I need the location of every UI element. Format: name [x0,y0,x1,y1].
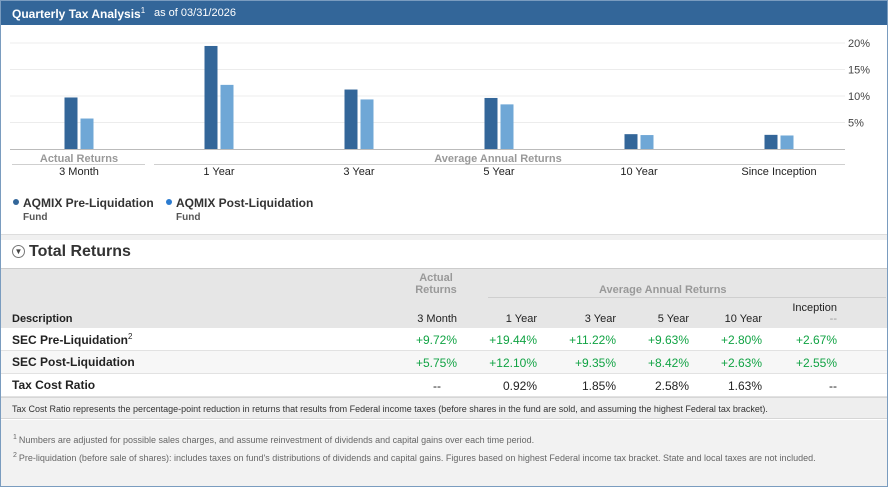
col-1-year: 1 Year [505,313,537,325]
bar [484,97,498,149]
total-returns-header[interactable]: ▼ Total Returns [12,243,131,261]
actual-returns-label: Actual Returns [415,272,457,296]
bar [344,89,358,149]
row-label: SEC Post-Liquidation [12,355,135,369]
cell-5-year: 2.58% [654,379,689,393]
cell-3-month: +9.72% [415,333,457,347]
tax-cost-ratio-note: Tax Cost Ratio represents the percentage… [1,397,887,419]
cell-1-year: +12.10% [489,356,537,370]
bar [80,118,94,149]
x-tick-label: 5 Year [483,166,515,178]
y-tick-label: 10% [848,91,870,103]
footnote-2: 2 Pre-liquidation (before sale of shares)… [13,452,816,463]
cell-3-month: -- [433,379,441,393]
cell-5-year: +9.63% [647,333,689,347]
collapse-circle-icon[interactable]: ▼ [12,245,25,258]
cell-3-year: 1.85% [581,379,616,393]
col-inception: Inception [792,302,837,314]
annual-returns-rule [488,297,886,298]
legend-dot-icon [13,199,19,205]
legend-dot-icon [166,199,172,205]
legend-pre-liquidation: AQMIX Pre-Liquidation Fund [13,196,154,223]
x-tick-label: Since Inception [741,166,816,178]
col-5-year: 5 Year [657,313,689,325]
col-3-year: 3 Year [584,313,616,325]
as-of-date: as of 03/31/2026 [154,7,236,19]
table-row: SEC Pre-Liquidation2 +9.72% +19.44% +11.… [1,328,887,351]
y-tick-label: 15% [848,65,870,77]
returns-bar-chart: 5% 10% 15% 20% 3 Month 1 Year 3 Year 5 Year 10 Y… [10,38,870,178]
bar [220,84,234,149]
bar [500,104,514,149]
row-label: SEC Pre-Liquidation2 [12,332,133,347]
panel-title: Quarterly Tax Analysis1 [12,6,146,21]
bar [64,97,78,149]
col-3-month: 3 Month [417,313,457,325]
footnotes: 1 Numbers are adjusted for possible sales… [1,420,887,486]
y-tick-label: 5% [848,118,864,130]
bar [780,135,794,149]
bar [624,134,638,149]
table-header: Actual Returns Average Annual Returns De… [1,268,887,328]
bar [764,134,778,149]
x-tick-label: 3 Month [59,166,99,178]
col-inception-sub: -- [829,313,837,325]
cell-inception: +2.55% [795,356,837,370]
bar [204,45,218,149]
x-tick-label: 3 Year [343,166,375,178]
legend-post-liquidation: AQMIX Post-Liquidation Fund [166,196,313,223]
panel-header: Quarterly Tax Analysis1 as of 03/31/2026 [1,1,887,25]
cell-10-year: +2.63% [720,356,762,370]
cell-3-month: +5.75% [415,356,457,370]
cell-3-year: +9.35% [574,356,616,370]
actual-returns-group-label: Actual Returns [40,153,118,165]
cell-3-year: +11.22% [569,333,616,347]
average-annual-returns-label: Average Annual Returns [599,284,727,296]
cell-10-year: 1.63% [727,379,762,393]
col-description: Description [12,313,73,325]
annual-returns-group-label: Average Annual Returns [434,153,562,165]
cell-1-year: +19.44% [489,333,537,347]
section-divider [1,234,887,240]
bar [360,99,374,149]
table-row: Tax Cost Ratio -- 0.92% 1.85% 2.58% 1.63… [1,374,887,397]
cell-5-year: +8.42% [647,356,689,370]
cell-inception: -- [829,379,837,393]
cell-inception: +2.67% [795,333,837,347]
cell-1-year: 0.92% [502,379,537,393]
x-tick-label: 1 Year [203,166,235,178]
row-label: Tax Cost Ratio [12,378,96,392]
cell-10-year: +2.80% [720,333,762,347]
footnote-1: 1 Numbers are adjusted for possible sales… [13,434,535,445]
bar [640,135,654,149]
x-tick-label: 10 Year [620,166,658,178]
col-10-year: 10 Year [724,313,762,325]
table-row: SEC Post-Liquidation +5.75% +12.10% +9.3… [1,351,887,374]
y-tick-label: 20% [848,38,870,50]
